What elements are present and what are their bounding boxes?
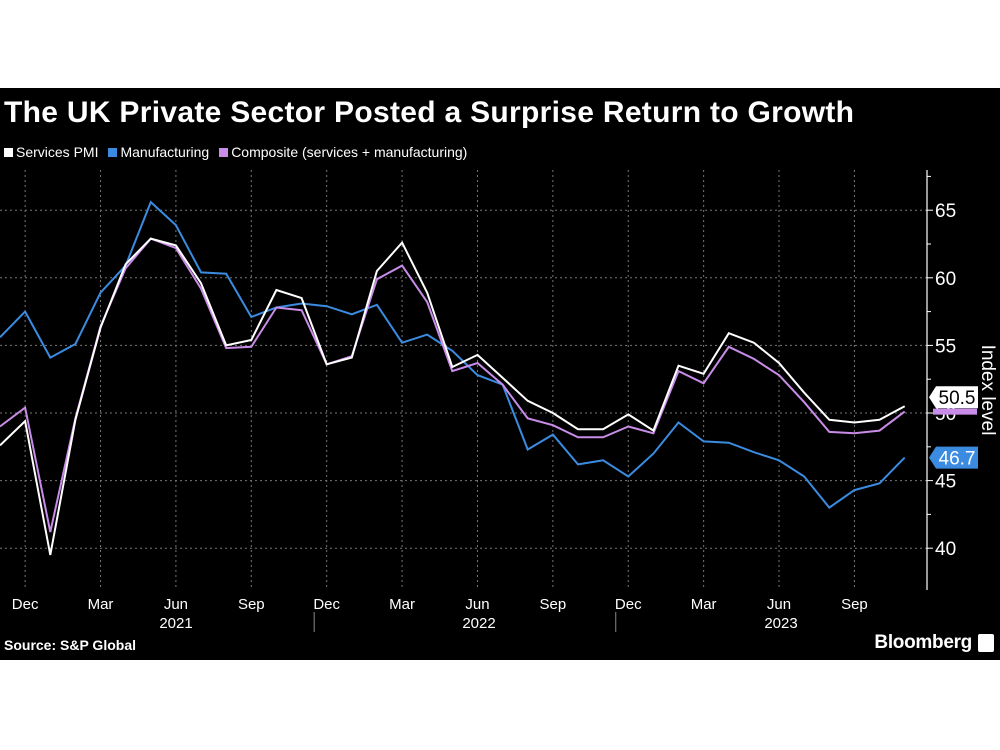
y-tick-label: 55 (935, 336, 956, 357)
end-value-tag (929, 446, 978, 469)
x-year-label: 2023 (764, 615, 797, 632)
y-tick-label: 40 (935, 539, 956, 560)
y-tick-label: 65 (935, 201, 956, 222)
x-tick-label: Sep (238, 596, 265, 613)
chart-panel (0, 88, 1000, 660)
x-tick-label: Dec (615, 596, 642, 613)
legend-swatch-services (4, 147, 13, 157)
y-axis-label: Index level (977, 345, 998, 436)
x-year-label: 2022 (462, 615, 495, 632)
series-line-manufacturing (0, 200, 906, 509)
end-value-label: 46.7 (939, 449, 976, 470)
x-tick-label: Mar (389, 596, 415, 613)
composite-end-marker (933, 408, 977, 415)
legend-swatch-composite (219, 147, 229, 157)
end-value-label: 50.5 (939, 388, 976, 409)
bloomberg-logo: Bloomberg (874, 632, 972, 653)
legend-item-manufacturing: Manufacturing (108, 144, 209, 160)
legend-label-composite: Composite (services + manufacturing) (231, 144, 468, 160)
x-tick-label: Sep (841, 596, 868, 613)
x-year-label: 2021 (159, 615, 192, 632)
chart-title: The UK Private Sector Posted a Surprise … (4, 96, 855, 129)
x-tick-label: Sep (540, 596, 567, 613)
legend-label-manufacturing: Manufacturing (120, 144, 210, 160)
series-line-composite (0, 237, 906, 533)
end-value-tag (929, 386, 978, 409)
x-tick-label: Jun (767, 596, 791, 613)
legend-item-composite: Composite (services + manufacturing) (219, 144, 467, 160)
legend-item-services: Services PMI (4, 144, 98, 160)
x-tick-label: Jun (465, 596, 489, 613)
legend-swatch-manufacturing (108, 147, 118, 157)
x-tick-label: Dec (12, 596, 39, 613)
legend: Services PMI Manufacturing Composite (se… (4, 144, 467, 160)
bloomberg-terminal-icon (978, 634, 994, 652)
source-note: Source: S&P Global (4, 637, 136, 653)
x-tick-label: Mar (88, 596, 114, 613)
x-tick-label: Jun (164, 596, 188, 613)
series-line-services (0, 237, 906, 556)
legend-label-services: Services PMI (16, 144, 99, 160)
x-tick-label: Dec (313, 596, 340, 613)
y-tick-label: 45 (935, 472, 956, 493)
x-tick-label: Mar (691, 596, 717, 613)
y-tick-label: 60 (935, 269, 956, 290)
